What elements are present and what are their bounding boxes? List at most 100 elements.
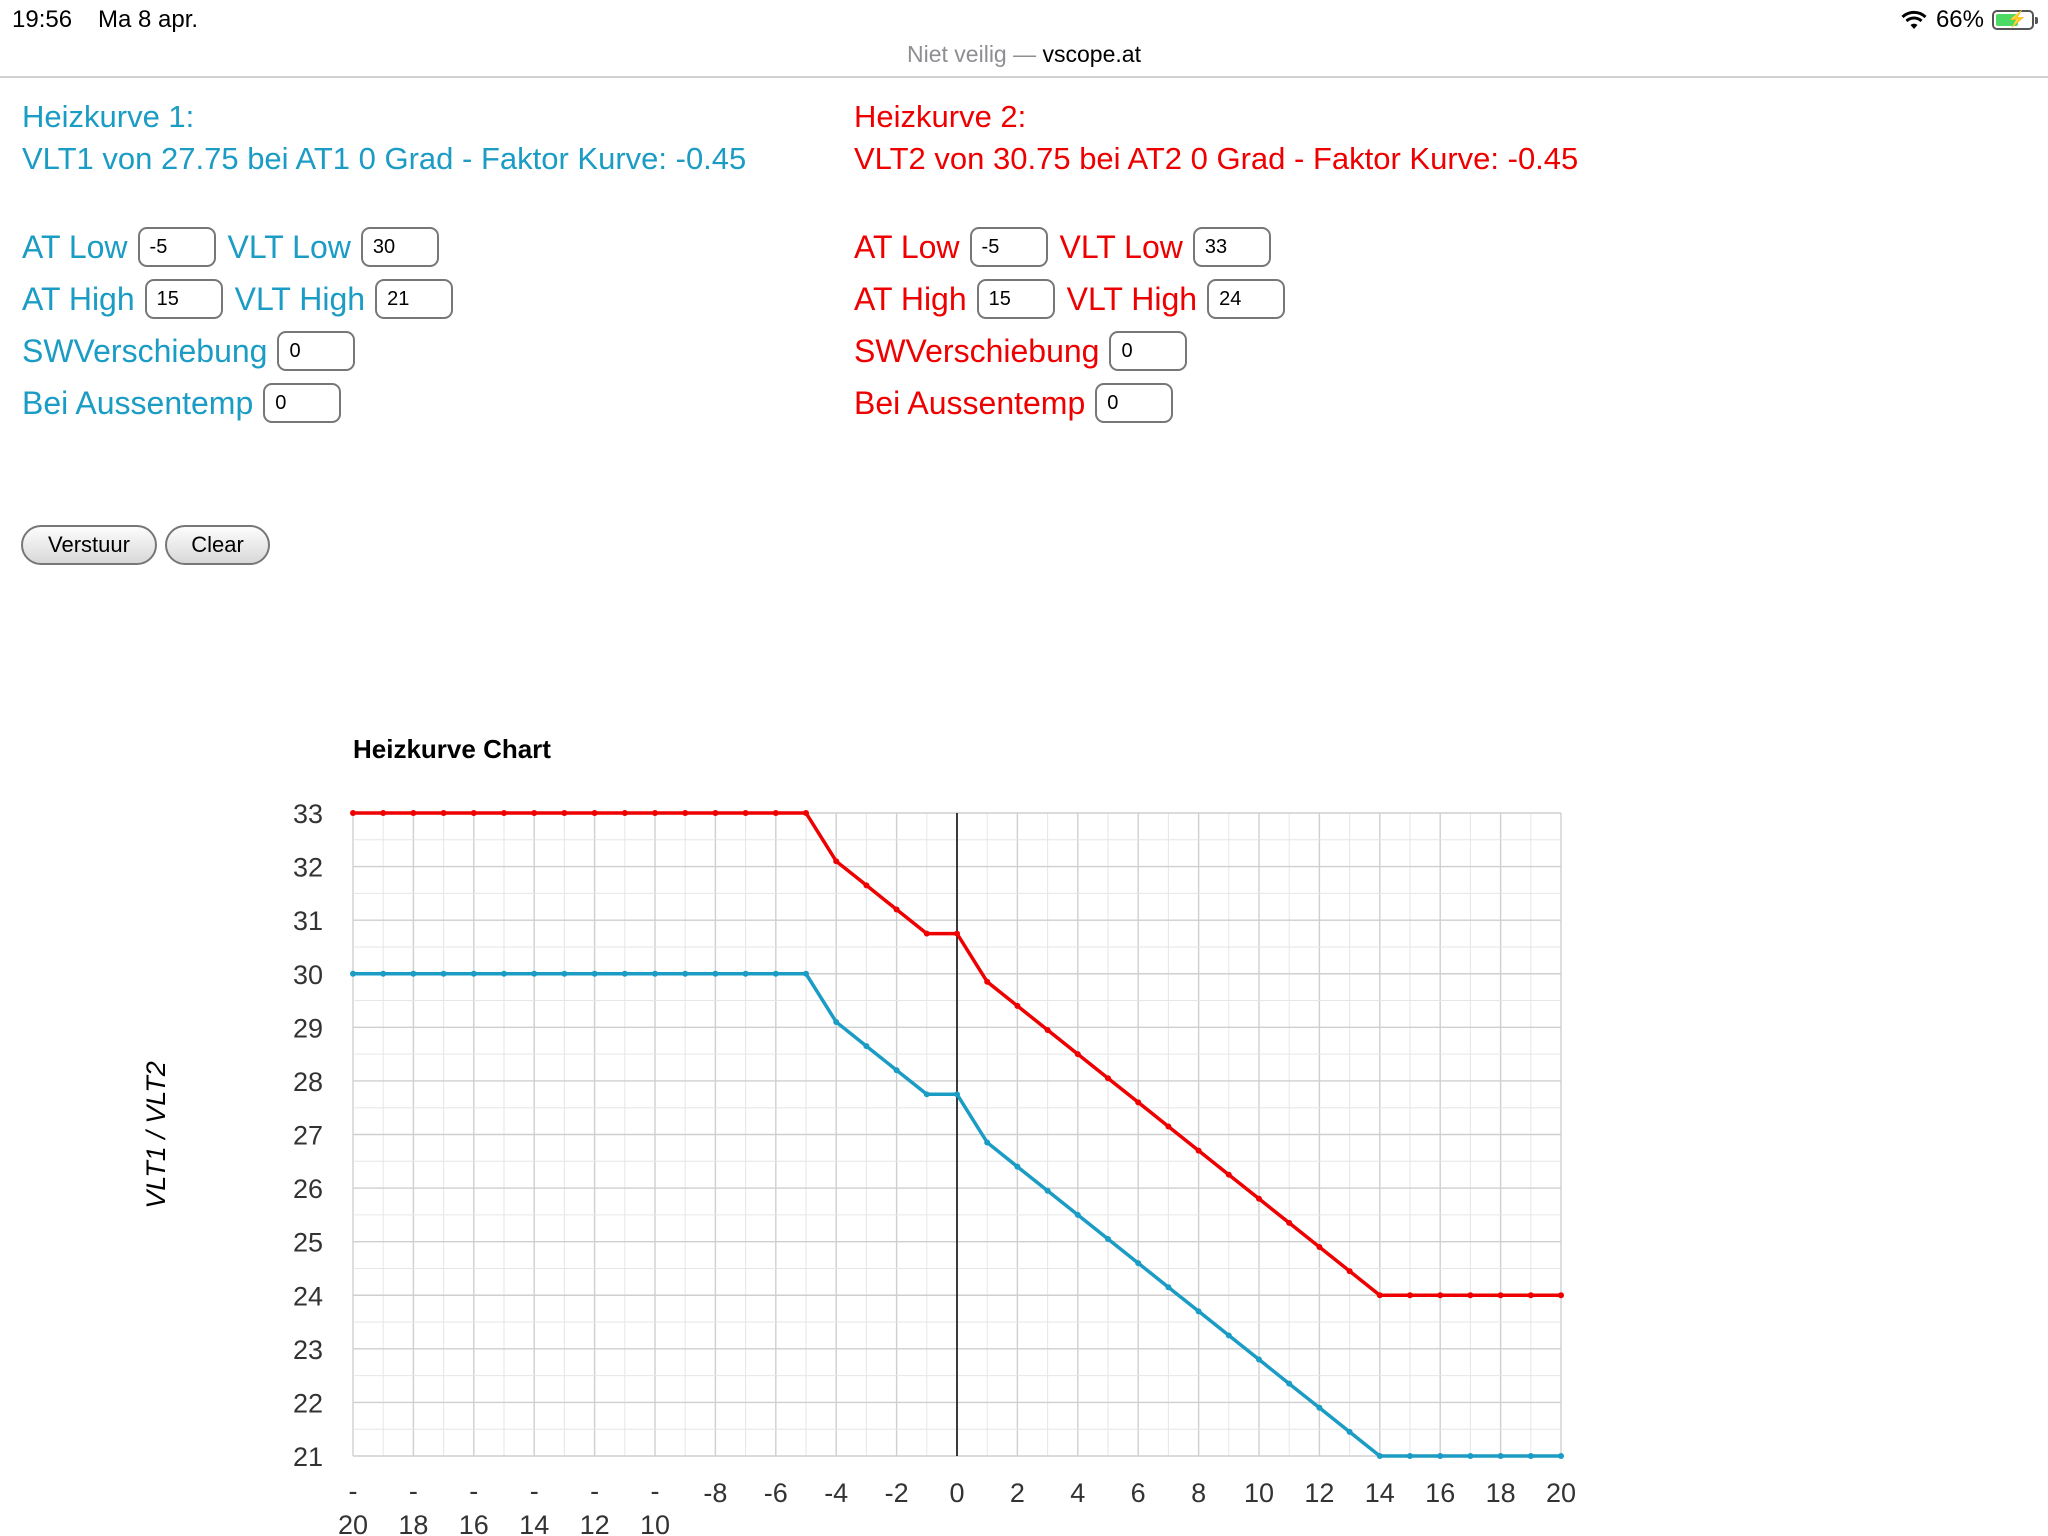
series-1-point	[470, 970, 477, 977]
series-2-point	[531, 810, 538, 816]
curve2-heading: Heizkurve 2: VLT2 von 30.75 bei AT2 0 Gr…	[854, 96, 1578, 180]
series-2-point	[893, 906, 900, 913]
y-tick-label: 28	[293, 1067, 323, 1097]
series-1-point	[1407, 1453, 1413, 1459]
x-tick-label: -20	[338, 1476, 368, 1536]
curve2-sw-input[interactable]	[1109, 331, 1188, 371]
series-2-point	[1286, 1219, 1293, 1226]
series-1-point	[1195, 1308, 1202, 1315]
series-2-point	[712, 810, 719, 816]
curve1-vlt-high-label: VLT High	[234, 280, 366, 317]
series-1-point	[1044, 1187, 1051, 1194]
series-2-point	[1105, 1075, 1111, 1082]
series-1-point	[501, 970, 507, 977]
series-1-point	[954, 1091, 960, 1098]
chart-title: Heizkurve Chart	[353, 734, 551, 764]
x-tick-label: -16	[459, 1476, 489, 1536]
series-2-point	[1195, 1147, 1202, 1154]
curve2-at-high-label: AT High	[854, 280, 967, 317]
series-1-point	[621, 970, 628, 977]
curve2-sw-label: SWVerschiebung	[854, 332, 1100, 369]
series-1-point	[742, 970, 749, 977]
x-tick-label: 18	[1486, 1478, 1516, 1508]
heizkurve-chart: Heizkurve Chart2122232425262728293031323…	[141, 734, 1576, 1536]
curve1-summary: VLT1 von 27.75 bei AT1 0 Grad - Faktor K…	[22, 141, 747, 176]
series-1-point	[1467, 1453, 1474, 1459]
series-2-point	[410, 810, 417, 816]
status-time: 19:56	[12, 6, 73, 33]
curve1-vlt-low-input[interactable]	[360, 227, 439, 267]
curve2-bei-label: Bei Aussentemp	[854, 384, 1086, 421]
curve1-heading: Heizkurve 1: VLT1 von 27.75 bei AT1 0 Gr…	[22, 96, 746, 180]
clear-button[interactable]: Clear	[165, 525, 270, 565]
series-1-point	[440, 970, 447, 977]
address-bar[interactable]: Niet veilig — vscope.at	[0, 36, 2048, 78]
y-tick-label: 32	[293, 853, 323, 883]
x-tick-label: 14	[1365, 1478, 1395, 1508]
curve2-title: Heizkurve 2:	[854, 99, 1027, 134]
y-tick-label: 31	[293, 906, 323, 936]
curve1-sw-input[interactable]	[277, 331, 356, 371]
curve2-row-high: AT High VLT High	[854, 276, 1297, 322]
status-bar: 19:56 Ma 8 apr. 66% ⚡	[0, 0, 2048, 40]
curve2-vlt-high-label: VLT High	[1066, 280, 1198, 317]
y-tick-label: 23	[293, 1335, 323, 1365]
status-date: Ma 8 apr.	[98, 6, 199, 33]
series-1-point	[984, 1139, 991, 1146]
y-tick-label: 33	[293, 799, 323, 829]
curve2-row-bei: Bei Aussentemp	[854, 380, 1185, 426]
y-tick-label: 27	[293, 1121, 323, 1151]
send-button[interactable]: Verstuur	[21, 525, 157, 565]
y-axis-label: VLT1 / VLT2	[141, 1061, 171, 1209]
curve1-at-low-input[interactable]	[137, 227, 216, 267]
series-2-point	[380, 810, 387, 816]
series-1-point	[833, 1018, 840, 1025]
curve1-vlt-high-input[interactable]	[375, 279, 454, 319]
x-tick-label: 0	[949, 1478, 964, 1508]
series-1-point	[652, 970, 658, 977]
curve2-summary: VLT2 von 30.75 bei AT2 0 Grad - Faktor K…	[854, 141, 1579, 176]
series-2-point	[1316, 1244, 1323, 1251]
series-2-point	[501, 810, 507, 816]
series-2-point	[742, 810, 749, 816]
x-tick-label: -18	[398, 1476, 428, 1536]
series-2-point	[652, 810, 658, 816]
series-2-point	[772, 810, 779, 816]
curve2-at-high-input[interactable]	[976, 279, 1055, 319]
series-2-point	[1558, 1292, 1564, 1299]
x-tick-label: 2	[1010, 1478, 1025, 1508]
series-1-point	[1225, 1332, 1232, 1339]
series-2-point	[591, 810, 598, 816]
x-tick-label: -8	[703, 1478, 727, 1508]
series-2-point	[1437, 1292, 1444, 1299]
series-1-point	[1135, 1260, 1142, 1267]
series-1-point	[410, 970, 417, 977]
series-2-point	[440, 810, 447, 816]
curve1-at-high-input[interactable]	[144, 279, 223, 319]
series-1-point	[1376, 1453, 1383, 1459]
curve1-bei-label: Bei Aussentemp	[22, 384, 254, 421]
series-2-point	[1225, 1171, 1232, 1178]
curve1-title: Heizkurve 1:	[22, 99, 195, 134]
series-2-point	[621, 810, 628, 816]
series-2-point	[1074, 1051, 1081, 1058]
curve2-vlt-low-label: VLT Low	[1059, 228, 1183, 265]
x-tick-label: -10	[640, 1476, 670, 1536]
curve2-at-low-input[interactable]	[969, 227, 1048, 267]
curve2-bei-input[interactable]	[1095, 383, 1174, 423]
url-host: vscope.at	[1042, 41, 1141, 67]
series-2-point	[1346, 1268, 1353, 1275]
curve1-vlt-low-label: VLT Low	[227, 228, 351, 265]
y-tick-label: 26	[293, 1174, 323, 1204]
series-2-point	[1467, 1292, 1474, 1299]
curve2-vlt-low-input[interactable]	[1192, 227, 1271, 267]
curve1-row-sw: SWVerschiebung	[22, 328, 367, 374]
curve1-sw-label: SWVerschiebung	[22, 332, 268, 369]
curve1-bei-input[interactable]	[263, 383, 342, 423]
curve1-row-low: AT Low VLT Low	[22, 224, 451, 270]
curve1-row-high: AT High VLT High	[22, 276, 465, 322]
curve2-at-low-label: AT Low	[854, 228, 960, 265]
curve1-at-high-label: AT High	[22, 280, 135, 317]
series-1-point	[772, 970, 779, 977]
curve2-vlt-high-input[interactable]	[1207, 279, 1286, 319]
